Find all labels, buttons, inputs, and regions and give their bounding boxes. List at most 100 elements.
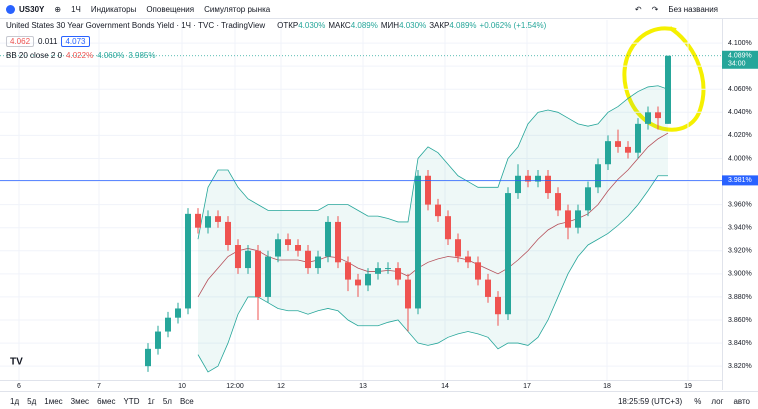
y-tick-label: 4.020%: [728, 132, 752, 139]
annotation-circle: [622, 26, 706, 132]
log[interactable]: лог: [711, 396, 724, 406]
bid[interactable]: 4.062: [6, 36, 35, 47]
candle-body: [405, 279, 411, 309]
indicator-name: BB 20 close 2 0: [6, 51, 63, 60]
time-axis-border: [0, 380, 722, 381]
replay[interactable]: Симулятор рынка: [204, 4, 271, 14]
range-button[interactable]: 5л: [162, 396, 172, 406]
candle-body: [555, 193, 561, 211]
legend-title: United States 30 Year Government Bonds Y…: [6, 21, 266, 30]
band-fill: [198, 85, 668, 372]
tv-logo: TV: [10, 357, 23, 368]
candle-body: [615, 141, 621, 147]
price-label-bg: [722, 175, 758, 186]
y-tick-label: 3.860%: [728, 317, 752, 324]
bottom-bar: 1д 5д 1мес 3мес 6мес YTD 1г 5л Все 18:25:59 (UTC…: [0, 391, 758, 409]
candle-body: [545, 175, 551, 194]
clock: 18:25:59 (UTC+3): [617, 396, 683, 406]
candle-body: [215, 216, 221, 222]
x-tick-label: 19: [684, 383, 692, 390]
candle-body: [495, 296, 501, 315]
ask[interactable]: 4.073: [61, 36, 90, 47]
indicators[interactable]: Индикаторы: [90, 4, 137, 14]
candle-body: [225, 221, 231, 245]
y-tick-label: 3.840%: [728, 340, 752, 347]
candle-body: [295, 245, 301, 251]
range-button[interactable]: Все: [179, 396, 194, 406]
range-button[interactable]: 1г: [147, 396, 155, 406]
y-tick-label: 3.920%: [728, 248, 752, 255]
legend-main: United States 30 Year Government Bonds Y…: [6, 21, 546, 30]
indicator-value: 4.022%: [66, 51, 94, 60]
candle-body: [665, 55, 671, 124]
interval[interactable]: 1Ч: [71, 4, 81, 14]
candle-body: [385, 268, 391, 270]
redo[interactable]: ↷: [651, 4, 659, 14]
alerts[interactable]: Оповещения: [146, 4, 195, 14]
range-button[interactable]: 6мес: [97, 396, 116, 406]
y-tick-label: 3.900%: [728, 271, 752, 278]
auto[interactable]: авто: [733, 396, 750, 406]
toolbar: US30Y ⊕ 1Ч Индикаторы Оповещения Симулят…: [0, 0, 758, 19]
x-tick-label: 10: [178, 383, 186, 390]
x-tick-label: 13: [359, 383, 367, 390]
y-tick-label: 3.880%: [728, 294, 752, 301]
candle-body: [585, 187, 591, 211]
ohlc-value: 4.030%: [298, 21, 326, 30]
candle-body: [375, 268, 381, 274]
range-button[interactable]: 1д: [10, 396, 20, 406]
candle-body: [605, 141, 611, 165]
x-tick-label: 6: [17, 383, 21, 390]
candle-body: [565, 210, 571, 228]
candle-body: [635, 123, 641, 153]
x-tick-label: 17: [523, 383, 531, 390]
candle-body: [325, 221, 331, 257]
x-tick-label: 12: [277, 383, 285, 390]
candle-body: [315, 256, 321, 269]
candle-body: [335, 221, 341, 263]
candle-body: [235, 245, 241, 269]
candle-body: [435, 204, 441, 217]
candle-body: [465, 256, 471, 263]
band-basis: [197, 132, 669, 298]
ranges: 1д 5д 1мес 3мес 6мес YTD 1г 5л Все: [10, 397, 194, 406]
candle-body: [175, 308, 181, 318]
candle-body: [525, 175, 531, 182]
x-tick-label: 18: [603, 383, 611, 390]
y-tick-label: 4.040%: [728, 109, 752, 116]
candle-body: [345, 262, 351, 280]
price-label-bg: [722, 50, 758, 69]
price-label: 3.981%: [728, 177, 752, 184]
symbol[interactable]: US30Y: [19, 4, 45, 14]
y-tick-label: 4.100%: [728, 40, 752, 47]
y-tick-label: 3.820%: [728, 363, 752, 370]
percent[interactable]: %: [694, 396, 702, 406]
candle-body: [395, 268, 401, 280]
y-tick-label: 4.000%: [728, 155, 752, 162]
candle-body: [275, 239, 281, 257]
x-tick-label: 12:00: [226, 383, 244, 390]
legend-quote: 4.062 0.011 4.073: [6, 36, 94, 47]
range-button[interactable]: YTD: [123, 396, 140, 406]
range-button[interactable]: 1мес: [44, 396, 63, 406]
candle-body: [425, 175, 431, 205]
ohlc-value: 4.089%: [449, 21, 477, 30]
ohlc-label: ОТКР: [277, 21, 299, 30]
ohlc-value: 4.030%: [399, 21, 427, 30]
candle-body: [185, 213, 191, 309]
candle-body: [595, 164, 601, 188]
candle-body: [535, 175, 541, 182]
add-symbol[interactable]: ⊕: [54, 4, 62, 14]
range-button[interactable]: 3мес: [70, 396, 90, 406]
layout[interactable]: Без названия: [668, 4, 718, 14]
candle-body: [575, 210, 581, 228]
candle-body: [645, 112, 651, 124]
candle-body: [505, 193, 511, 315]
legend-indicator: BB 20 close 2 0 4.022% 4.060% 3.985%: [6, 51, 155, 60]
undo[interactable]: ↶: [634, 4, 642, 14]
candle-body: [245, 250, 251, 269]
indicator-value: 4.060%: [97, 51, 125, 60]
candle-body: [625, 146, 631, 153]
range-button[interactable]: 5д: [27, 396, 37, 406]
